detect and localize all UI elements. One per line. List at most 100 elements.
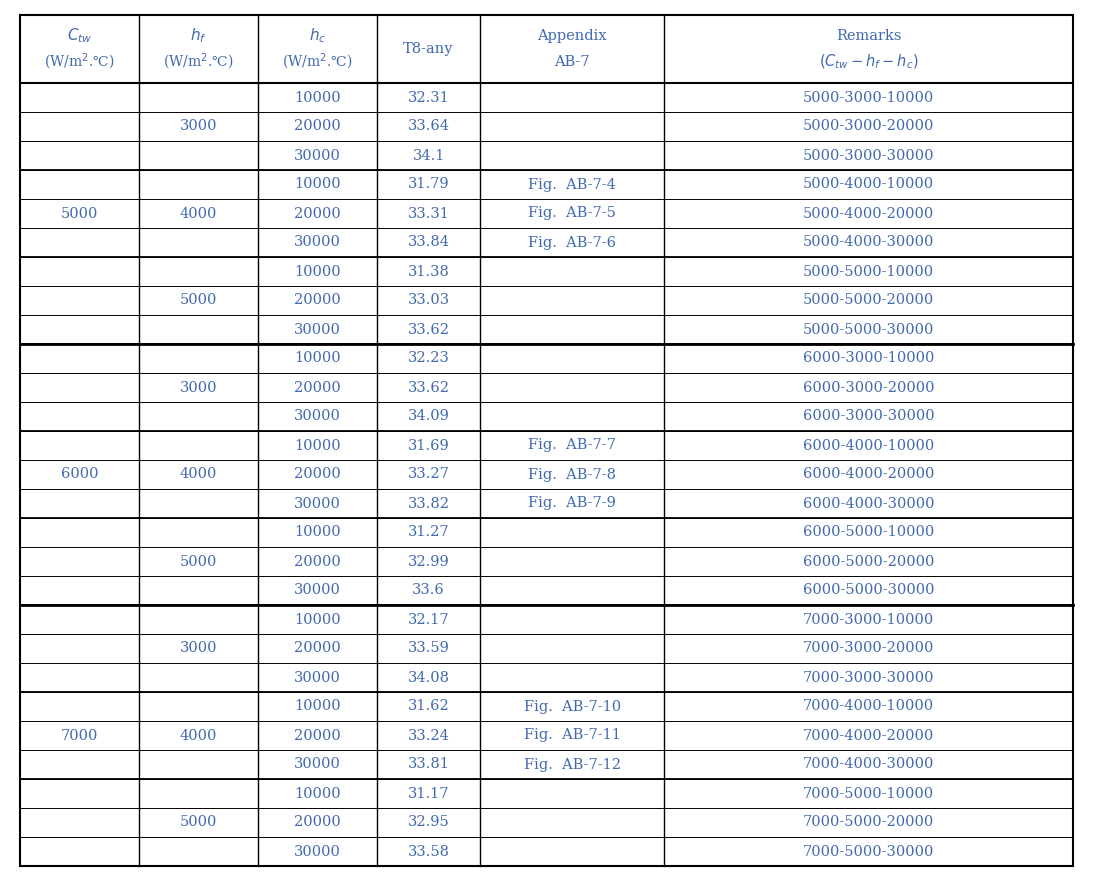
Text: 30000: 30000 [294, 322, 341, 337]
Text: 32.95: 32.95 [408, 816, 449, 830]
Text: 33.64: 33.64 [408, 120, 449, 134]
Text: 20000: 20000 [294, 816, 341, 830]
Text: 6000-5000-30000: 6000-5000-30000 [803, 583, 935, 597]
Text: 6000-5000-10000: 6000-5000-10000 [803, 525, 935, 539]
Text: 30000: 30000 [294, 845, 341, 858]
Text: 33.24: 33.24 [408, 729, 449, 743]
Text: 3000: 3000 [179, 641, 218, 655]
Text: 30000: 30000 [294, 670, 341, 685]
Text: 33.03: 33.03 [408, 293, 449, 307]
Text: 5000: 5000 [179, 554, 218, 568]
Text: 32.17: 32.17 [408, 612, 449, 626]
Text: (W/m$^2$.℃): (W/m$^2$.℃) [163, 52, 234, 72]
Text: Fig.  AB-7-8: Fig. AB-7-8 [528, 468, 616, 482]
Text: 7000-4000-20000: 7000-4000-20000 [803, 729, 935, 743]
Text: $h_c$: $h_c$ [309, 26, 326, 45]
Text: 30000: 30000 [294, 235, 341, 249]
Text: 10000: 10000 [294, 264, 341, 278]
Text: 5000-4000-20000: 5000-4000-20000 [803, 206, 935, 220]
Text: 6000-5000-20000: 6000-5000-20000 [803, 554, 935, 568]
Text: 20000: 20000 [294, 120, 341, 134]
Text: 7000-5000-20000: 7000-5000-20000 [803, 816, 935, 830]
Text: Fig.  AB-7-7: Fig. AB-7-7 [528, 439, 616, 453]
Text: 20000: 20000 [294, 206, 341, 220]
Text: 31.38: 31.38 [408, 264, 449, 278]
Text: 7000-5000-30000: 7000-5000-30000 [803, 845, 935, 858]
Text: 20000: 20000 [294, 729, 341, 743]
Text: 31.27: 31.27 [408, 525, 449, 539]
Text: 6000-3000-10000: 6000-3000-10000 [803, 352, 935, 366]
Text: Fig.  AB-7-6: Fig. AB-7-6 [528, 235, 616, 249]
Text: 33.62: 33.62 [408, 381, 449, 395]
Text: 20000: 20000 [294, 468, 341, 482]
Text: 10000: 10000 [294, 439, 341, 453]
Text: 33.62: 33.62 [408, 322, 449, 337]
Text: 6000-3000-30000: 6000-3000-30000 [803, 410, 935, 424]
Text: 5000-5000-30000: 5000-5000-30000 [803, 322, 935, 337]
Text: 6000-3000-20000: 6000-3000-20000 [803, 381, 935, 395]
Text: 33.82: 33.82 [408, 497, 449, 510]
Text: Fig.  AB-7-5: Fig. AB-7-5 [528, 206, 616, 220]
Text: Fig.  AB-7-11: Fig. AB-7-11 [524, 729, 621, 743]
Text: 7000-5000-10000: 7000-5000-10000 [803, 787, 935, 801]
Text: 3000: 3000 [179, 120, 218, 134]
Text: 4000: 4000 [179, 729, 218, 743]
Text: 33.31: 33.31 [408, 206, 449, 220]
Text: 5000-5000-10000: 5000-5000-10000 [803, 264, 935, 278]
Text: 6000: 6000 [61, 468, 98, 482]
Text: 20000: 20000 [294, 554, 341, 568]
Text: 5000-3000-10000: 5000-3000-10000 [803, 91, 935, 105]
Text: 10000: 10000 [294, 787, 341, 801]
Text: 7000-3000-10000: 7000-3000-10000 [803, 612, 935, 626]
Text: 34.1: 34.1 [412, 149, 445, 162]
Text: T8-any: T8-any [403, 42, 454, 56]
Text: 30000: 30000 [294, 149, 341, 162]
Text: 6000-4000-30000: 6000-4000-30000 [803, 497, 935, 510]
Text: 7000: 7000 [61, 729, 98, 743]
Text: 31.79: 31.79 [408, 177, 449, 191]
Text: 20000: 20000 [294, 641, 341, 655]
Text: 32.99: 32.99 [408, 554, 449, 568]
Text: 3000: 3000 [179, 381, 218, 395]
Text: 10000: 10000 [294, 177, 341, 191]
Text: $h_f$: $h_f$ [190, 26, 207, 45]
Text: AB-7: AB-7 [554, 55, 590, 69]
Text: 5000: 5000 [179, 293, 218, 307]
Text: 5000: 5000 [61, 206, 98, 220]
Text: 34.09: 34.09 [408, 410, 449, 424]
Text: (W/m$^2$.℃): (W/m$^2$.℃) [282, 52, 353, 72]
Text: 33.58: 33.58 [408, 845, 449, 858]
Text: 7000-3000-30000: 7000-3000-30000 [803, 670, 935, 685]
Text: 30000: 30000 [294, 758, 341, 772]
Text: $(C_{tw}-h_f-h_c)$: $(C_{tw}-h_f-h_c)$ [819, 53, 918, 71]
Text: 31.62: 31.62 [408, 700, 449, 714]
Text: 5000-3000-30000: 5000-3000-30000 [803, 149, 935, 162]
Text: 5000: 5000 [179, 816, 218, 830]
Text: 4000: 4000 [179, 206, 218, 220]
Text: Appendix: Appendix [538, 29, 607, 43]
Text: 30000: 30000 [294, 497, 341, 510]
Text: 33.6: 33.6 [412, 583, 445, 597]
Text: 31.17: 31.17 [408, 787, 449, 801]
Text: 33.84: 33.84 [408, 235, 449, 249]
Text: Fig.  AB-7-10: Fig. AB-7-10 [524, 700, 621, 714]
Text: 5000-4000-30000: 5000-4000-30000 [803, 235, 935, 249]
Text: Fig.  AB-7-9: Fig. AB-7-9 [528, 497, 616, 510]
Text: 7000-4000-10000: 7000-4000-10000 [803, 700, 935, 714]
Text: 6000-4000-20000: 6000-4000-20000 [803, 468, 935, 482]
Text: 7000-3000-20000: 7000-3000-20000 [803, 641, 935, 655]
Text: 5000-3000-20000: 5000-3000-20000 [803, 120, 935, 134]
Text: 34.08: 34.08 [408, 670, 449, 685]
Text: 5000-4000-10000: 5000-4000-10000 [803, 177, 935, 191]
Text: 20000: 20000 [294, 293, 341, 307]
Text: 33.81: 33.81 [408, 758, 449, 772]
Text: 32.31: 32.31 [408, 91, 449, 105]
Text: Remarks: Remarks [836, 29, 902, 43]
Text: 10000: 10000 [294, 91, 341, 105]
Text: 32.23: 32.23 [408, 352, 449, 366]
Text: $C_{tw}$: $C_{tw}$ [67, 26, 92, 45]
Text: 5000-5000-20000: 5000-5000-20000 [803, 293, 935, 307]
Text: 30000: 30000 [294, 583, 341, 597]
Text: 10000: 10000 [294, 525, 341, 539]
Text: 30000: 30000 [294, 410, 341, 424]
